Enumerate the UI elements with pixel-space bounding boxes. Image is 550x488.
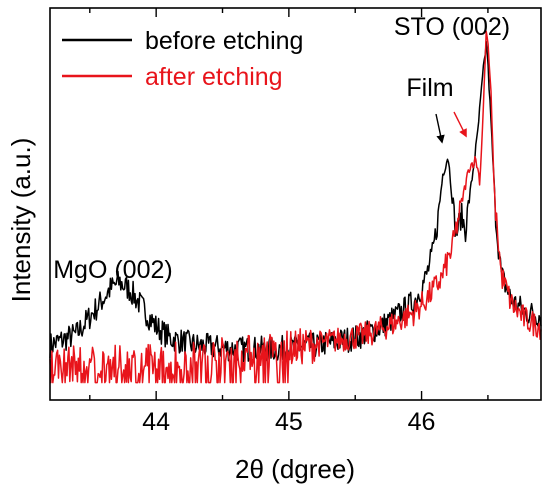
legend-label-before-etching: before etching xyxy=(145,27,303,55)
annotation-film: Film xyxy=(406,74,453,102)
arrow-film-before xyxy=(435,113,445,144)
annotation-layer: MgO (002) STO (002) Film xyxy=(53,13,510,284)
legend: before etching after etching xyxy=(62,27,303,91)
annotation-sto-002: STO (002) xyxy=(394,13,510,41)
series-line-after-etching xyxy=(49,30,542,384)
axes-layer: 44 45 46 xyxy=(49,7,542,436)
x-tick-label-44: 44 xyxy=(142,408,170,436)
series-layer xyxy=(49,30,542,384)
y-axis-label: Intensity (a.u.) xyxy=(6,138,36,303)
x-axis-label: 2θ (dgree) xyxy=(235,454,355,484)
arrow-film-after xyxy=(453,111,467,138)
x-tick-label-46: 46 xyxy=(408,408,436,436)
series-line-before-etching xyxy=(49,40,542,363)
legend-label-after-etching: after etching xyxy=(145,63,283,91)
annotation-mgo-002: MgO (002) xyxy=(53,256,172,284)
x-tick-label-45: 45 xyxy=(275,408,303,436)
plot-frame xyxy=(49,7,542,401)
